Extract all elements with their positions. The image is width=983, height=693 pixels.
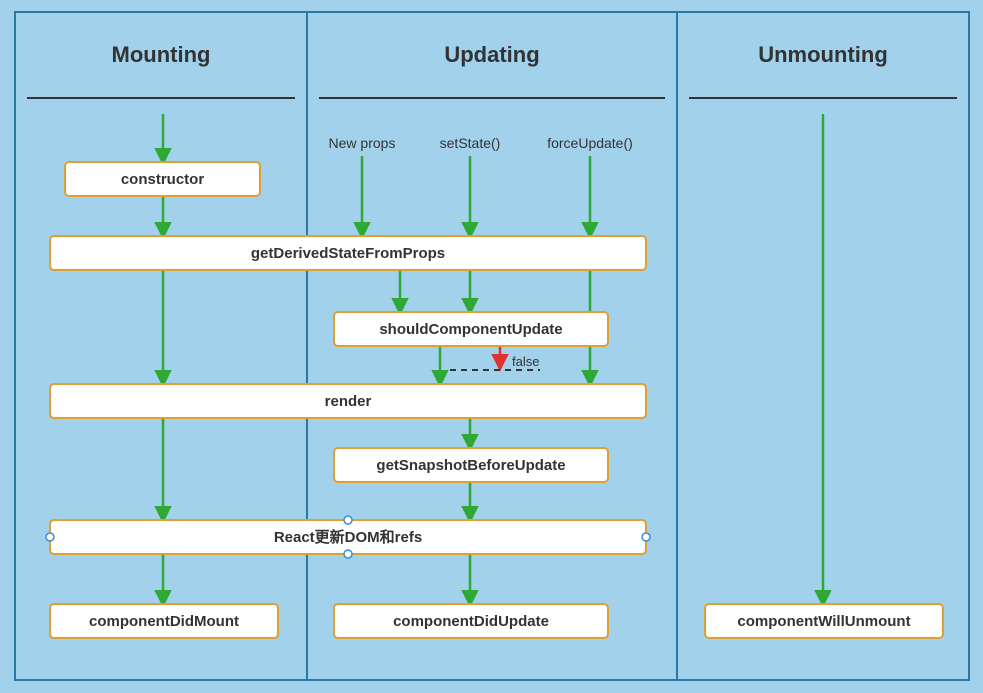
node-render: render xyxy=(50,384,646,418)
node-gdsfp: getDerivedStateFromProps xyxy=(50,236,646,270)
trigger-newprops: New props xyxy=(329,135,396,151)
node-cdu: componentDidUpdate xyxy=(334,604,608,638)
node-label-cdm: componentDidMount xyxy=(89,613,239,630)
trigger-setstate: setState() xyxy=(440,135,501,151)
trigger-forceupdate: forceUpdate() xyxy=(547,135,633,151)
column-header-updating: Updating xyxy=(444,42,539,67)
node-label-constructor: constructor xyxy=(121,171,205,188)
node-scu: shouldComponentUpdate xyxy=(334,312,608,346)
node-label-reactupd: React更新DOM和refs xyxy=(274,528,422,546)
column-header-mounting: Mounting xyxy=(112,42,211,67)
node-label-cwu: componentWillUnmount xyxy=(737,613,910,630)
lifecycle-diagram: Mounting Updating Unmounting false New pro… xyxy=(0,0,983,693)
node-cdm: componentDidMount xyxy=(50,604,278,638)
node-constructor: constructor xyxy=(65,162,260,196)
node-cwu: componentWillUnmount xyxy=(705,604,943,638)
node-label-cdu: componentDidUpdate xyxy=(393,613,549,630)
column-header-unmounting: Unmounting xyxy=(758,42,888,67)
false-label: false xyxy=(512,354,539,369)
node-handle-reactupd-2 xyxy=(344,516,352,524)
node-label-gsbu: getSnapshotBeforeUpdate xyxy=(376,457,565,474)
node-label-render: render xyxy=(325,393,372,410)
node-label-gdsfp: getDerivedStateFromProps xyxy=(251,245,445,262)
node-reactupd: React更新DOM和refs xyxy=(46,516,650,558)
node-handle-reactupd-3 xyxy=(344,550,352,558)
node-label-scu: shouldComponentUpdate xyxy=(379,321,562,338)
node-gsbu: getSnapshotBeforeUpdate xyxy=(334,448,608,482)
node-handle-reactupd-0 xyxy=(46,533,54,541)
node-handle-reactupd-1 xyxy=(642,533,650,541)
